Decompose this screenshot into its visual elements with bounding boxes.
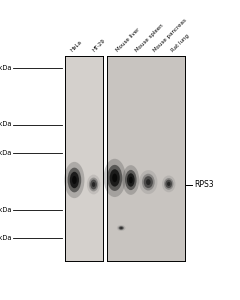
Ellipse shape [104,159,126,197]
Text: 20kDa: 20kDa [0,235,12,241]
Ellipse shape [117,225,126,231]
Ellipse shape [87,175,100,194]
Text: HeLa: HeLa [70,39,83,53]
Ellipse shape [164,178,174,190]
Ellipse shape [64,162,84,198]
Text: Mouse liver: Mouse liver [115,27,141,53]
Ellipse shape [165,180,172,188]
Text: 40kDa: 40kDa [0,122,12,128]
Ellipse shape [90,179,97,190]
Ellipse shape [107,165,122,191]
Text: 35kDa: 35kDa [0,150,12,156]
Ellipse shape [129,177,133,183]
Ellipse shape [142,174,155,190]
Text: Mouse spleen: Mouse spleen [134,23,165,53]
Ellipse shape [139,170,157,194]
Ellipse shape [167,182,170,186]
Ellipse shape [127,173,135,187]
Ellipse shape [146,179,151,185]
Ellipse shape [112,173,117,182]
Text: HT-29: HT-29 [91,38,106,53]
Ellipse shape [125,170,137,190]
Ellipse shape [144,176,153,188]
Ellipse shape [120,227,122,229]
Ellipse shape [92,182,95,187]
Text: 50kDa: 50kDa [0,64,12,70]
Bar [107,56,185,261]
Text: Rat lung: Rat lung [170,33,190,53]
Ellipse shape [68,168,81,192]
Text: RPS3: RPS3 [194,180,214,189]
Text: Mouse pancreas: Mouse pancreas [152,17,188,53]
Ellipse shape [122,165,139,195]
Bar [65,56,103,261]
Ellipse shape [118,226,124,230]
Ellipse shape [72,176,77,184]
Text: 25kDa: 25kDa [0,207,12,213]
Ellipse shape [89,178,98,191]
Ellipse shape [119,226,123,230]
Ellipse shape [70,172,79,188]
Ellipse shape [110,169,120,187]
Ellipse shape [162,176,175,192]
